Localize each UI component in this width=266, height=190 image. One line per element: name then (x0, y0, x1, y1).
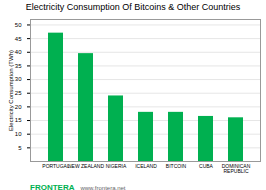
svg-text:ICELAND: ICELAND (135, 163, 157, 169)
svg-text:DOMINICANREPUBLIC: DOMINICANREPUBLIC (222, 163, 251, 174)
svg-text:BITCOIN: BITCOIN (166, 163, 187, 169)
svg-text:CUBA: CUBA (199, 163, 214, 169)
html-text:Electricity Consumption Of Bit: Electricity Consumption Of Bitcoins & Ot… (25, 2, 241, 12)
svg-text:25: 25 (15, 90, 22, 96)
svg-text:PORTUGAL: PORTUGAL (42, 163, 70, 169)
svg-text:15: 15 (15, 117, 22, 123)
svg-text:5: 5 (18, 145, 22, 151)
svg-text:50: 50 (15, 22, 22, 28)
html-text:www.frontera.net: www.frontera.net (80, 185, 126, 190)
svg-text:NEW ZEALAND: NEW ZEALAND (68, 163, 105, 169)
svg-text:20: 20 (15, 104, 22, 110)
svg-text:30: 30 (15, 76, 22, 82)
svg-text:10: 10 (15, 131, 22, 137)
svg-text:NIGERIA: NIGERIA (106, 163, 127, 169)
svg-text:35: 35 (15, 63, 22, 69)
svg-text:Electricity Consumption (TWh): Electricity Consumption (TWh) (8, 50, 14, 131)
svg-text:40: 40 (15, 49, 22, 55)
svg-text:45: 45 (15, 36, 22, 42)
